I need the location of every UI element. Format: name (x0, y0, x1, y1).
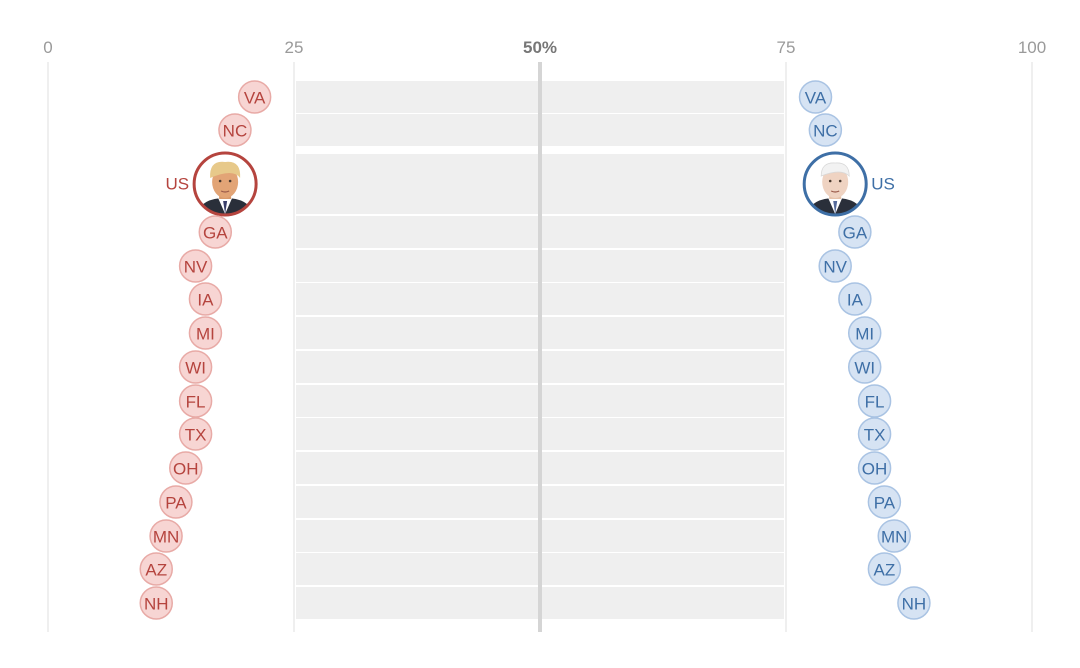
dot-right (877, 519, 911, 553)
dot-left (139, 586, 173, 620)
dot-left (218, 113, 252, 147)
biden-portrait (802, 151, 868, 217)
tick-label: 0 (43, 38, 52, 57)
dot-label: VA (244, 89, 266, 108)
dot-label: NC (223, 122, 248, 141)
tick-label: 100 (1018, 38, 1046, 57)
us-label: US (165, 175, 189, 194)
dot-label: WI (854, 359, 875, 378)
dot-left (169, 451, 203, 485)
dot-label: NH (902, 595, 927, 614)
dot-right (798, 80, 833, 114)
dot-right (818, 249, 852, 283)
dot-label: MI (855, 325, 874, 344)
dot-label: MN (881, 528, 907, 547)
dot-label: WI (185, 359, 206, 378)
dot-label: AZ (874, 561, 896, 580)
trump-portrait (192, 151, 258, 217)
tick-label: 50% (523, 38, 557, 57)
dot-label: OH (862, 460, 888, 479)
dot-left (159, 485, 193, 519)
dot-right (847, 350, 882, 384)
dot-right (897, 586, 931, 620)
dot-label: OH (173, 460, 199, 479)
dot-left (178, 384, 213, 418)
dot-left (237, 80, 272, 114)
dot-right (857, 417, 892, 451)
tick-label: 75 (777, 38, 796, 57)
dot-label: VA (805, 89, 827, 108)
gridlines (47, 62, 1033, 632)
dot-right (838, 282, 872, 316)
dot-left (178, 350, 213, 384)
dot-label: PA (165, 494, 187, 513)
dot-label: NC (813, 122, 838, 141)
dot-left (188, 282, 223, 316)
dot-label: TX (864, 426, 886, 445)
dot-right (857, 451, 892, 485)
dot-label: FL (186, 393, 206, 412)
dot-right (867, 485, 902, 519)
dot-label: TX (185, 426, 207, 445)
dot-label: FL (865, 393, 885, 412)
dot-right (847, 316, 882, 350)
dot-label: GA (843, 224, 868, 243)
dot-label: IA (847, 291, 864, 310)
dot-right (867, 552, 902, 586)
dot-label: PA (874, 494, 896, 513)
dot-label: AZ (145, 561, 167, 580)
dot-label: IA (197, 291, 214, 310)
x-axis-ticks: 0 25 50% 75 100 (43, 38, 1046, 57)
dot-label: NV (184, 258, 208, 277)
dot-left (149, 519, 183, 553)
trump-portrait-ring (192, 151, 258, 217)
dot-right (838, 215, 872, 249)
biden-portrait-ring (802, 151, 868, 217)
dot-right (857, 384, 892, 418)
us-label: US (871, 175, 895, 194)
dot-left (139, 552, 173, 586)
dot-left (178, 417, 213, 451)
dot-label: MN (153, 528, 179, 547)
dot-left (188, 316, 223, 350)
dot-label: NH (144, 595, 169, 614)
dot-left (198, 215, 233, 249)
dot-label: MI (196, 325, 215, 344)
tick-label: 25 (285, 38, 304, 57)
dot-label: GA (203, 224, 228, 243)
dot-label: NV (823, 258, 847, 277)
dot-left (178, 249, 213, 283)
dot-right (808, 113, 843, 147)
